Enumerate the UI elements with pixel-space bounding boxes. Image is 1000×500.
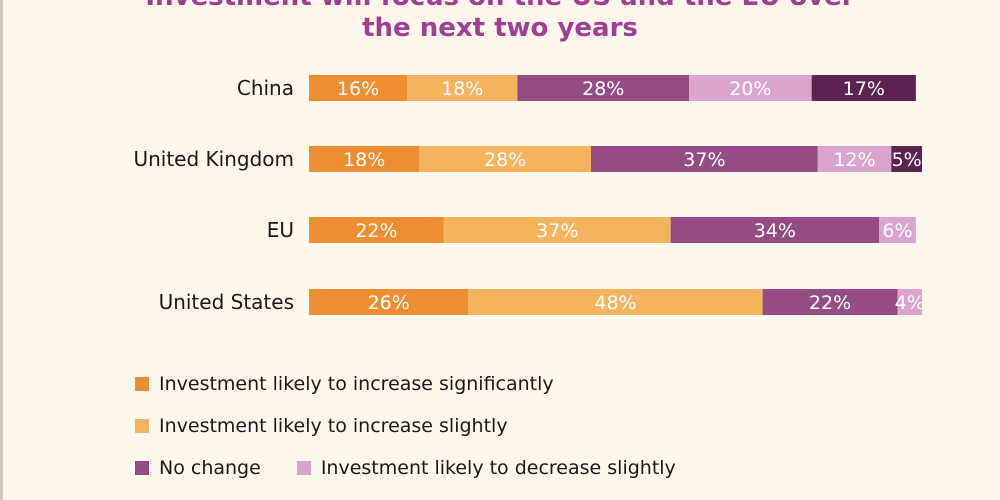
chart-title-line-1: Investment will focus on the US and the … [0,0,1000,12]
data-label: 26% [368,292,410,314]
data-label: 22% [809,292,851,314]
bar-segment [590,146,818,172]
legend-label: Investment likely to decrease slightly [320,457,676,479]
data-label: 22% [355,220,397,242]
category-label: China [237,76,294,100]
legend-label: No change [159,457,261,479]
legend-row-2: Investment likely to increase slightly [135,412,544,440]
legend-item-no-change: No change [135,457,261,479]
bar-segment [468,289,763,315]
legend-row-3: No change Investment likely to decrease … [135,454,712,482]
bar-segment [817,146,892,172]
data-label: 16% [337,78,379,100]
bar-segment [309,289,469,315]
bar-segment [419,146,591,172]
page-edge-rule [0,0,3,500]
stacked-bar-chart: China 16% 18% 28% 20% 17% United Kingdom 18% 28%… [133,75,925,315]
bar-segment [443,217,671,243]
data-label: 18% [441,78,483,100]
bar-segment [891,146,922,172]
data-label: 48% [594,292,636,314]
data-label: 37% [683,149,725,171]
bar-segment [689,75,812,101]
bar-segment [762,289,898,315]
bar-segment [517,75,690,101]
category-label: EU [267,218,294,242]
data-label: 12% [833,149,875,171]
data-label: 6% [882,220,912,242]
legend-label: Investment likely to increase significan… [159,373,554,395]
bar-segment [309,75,408,101]
legend-label: Investment likely to increase slightly [159,415,508,437]
bar-segment [670,217,880,243]
data-label: 4% [895,292,925,314]
bar-segment [897,289,922,315]
legend-swatch [135,461,149,475]
data-label: 28% [582,78,624,100]
data-label: 37% [536,220,578,242]
bar-segment [309,217,444,243]
data-label: 20% [729,78,771,100]
bar-segment [407,75,518,101]
chart-title-line-2: the next two years [362,13,638,43]
category-label: United Kingdom [133,147,294,171]
data-label: 28% [484,149,526,171]
category-label: United States [159,290,294,314]
data-label: 17% [843,78,885,100]
data-label: 34% [754,220,796,242]
legend-row-1: Investment likely to increase significan… [135,370,590,398]
legend-swatch [135,377,149,391]
legend-item-decrease-slightly: Investment likely to decrease slightly [296,457,676,479]
data-label: 18% [343,149,385,171]
bar-segment [879,217,916,243]
legend-swatch [135,419,149,433]
legend-item-increase-slightly: Investment likely to increase slightly [135,415,508,437]
bar-segment [309,146,420,172]
legend-item-increase-significantly: Investment likely to increase significan… [135,373,554,395]
data-label: 5% [892,149,922,171]
legend-swatch [296,461,311,475]
bar-segment [811,75,916,101]
